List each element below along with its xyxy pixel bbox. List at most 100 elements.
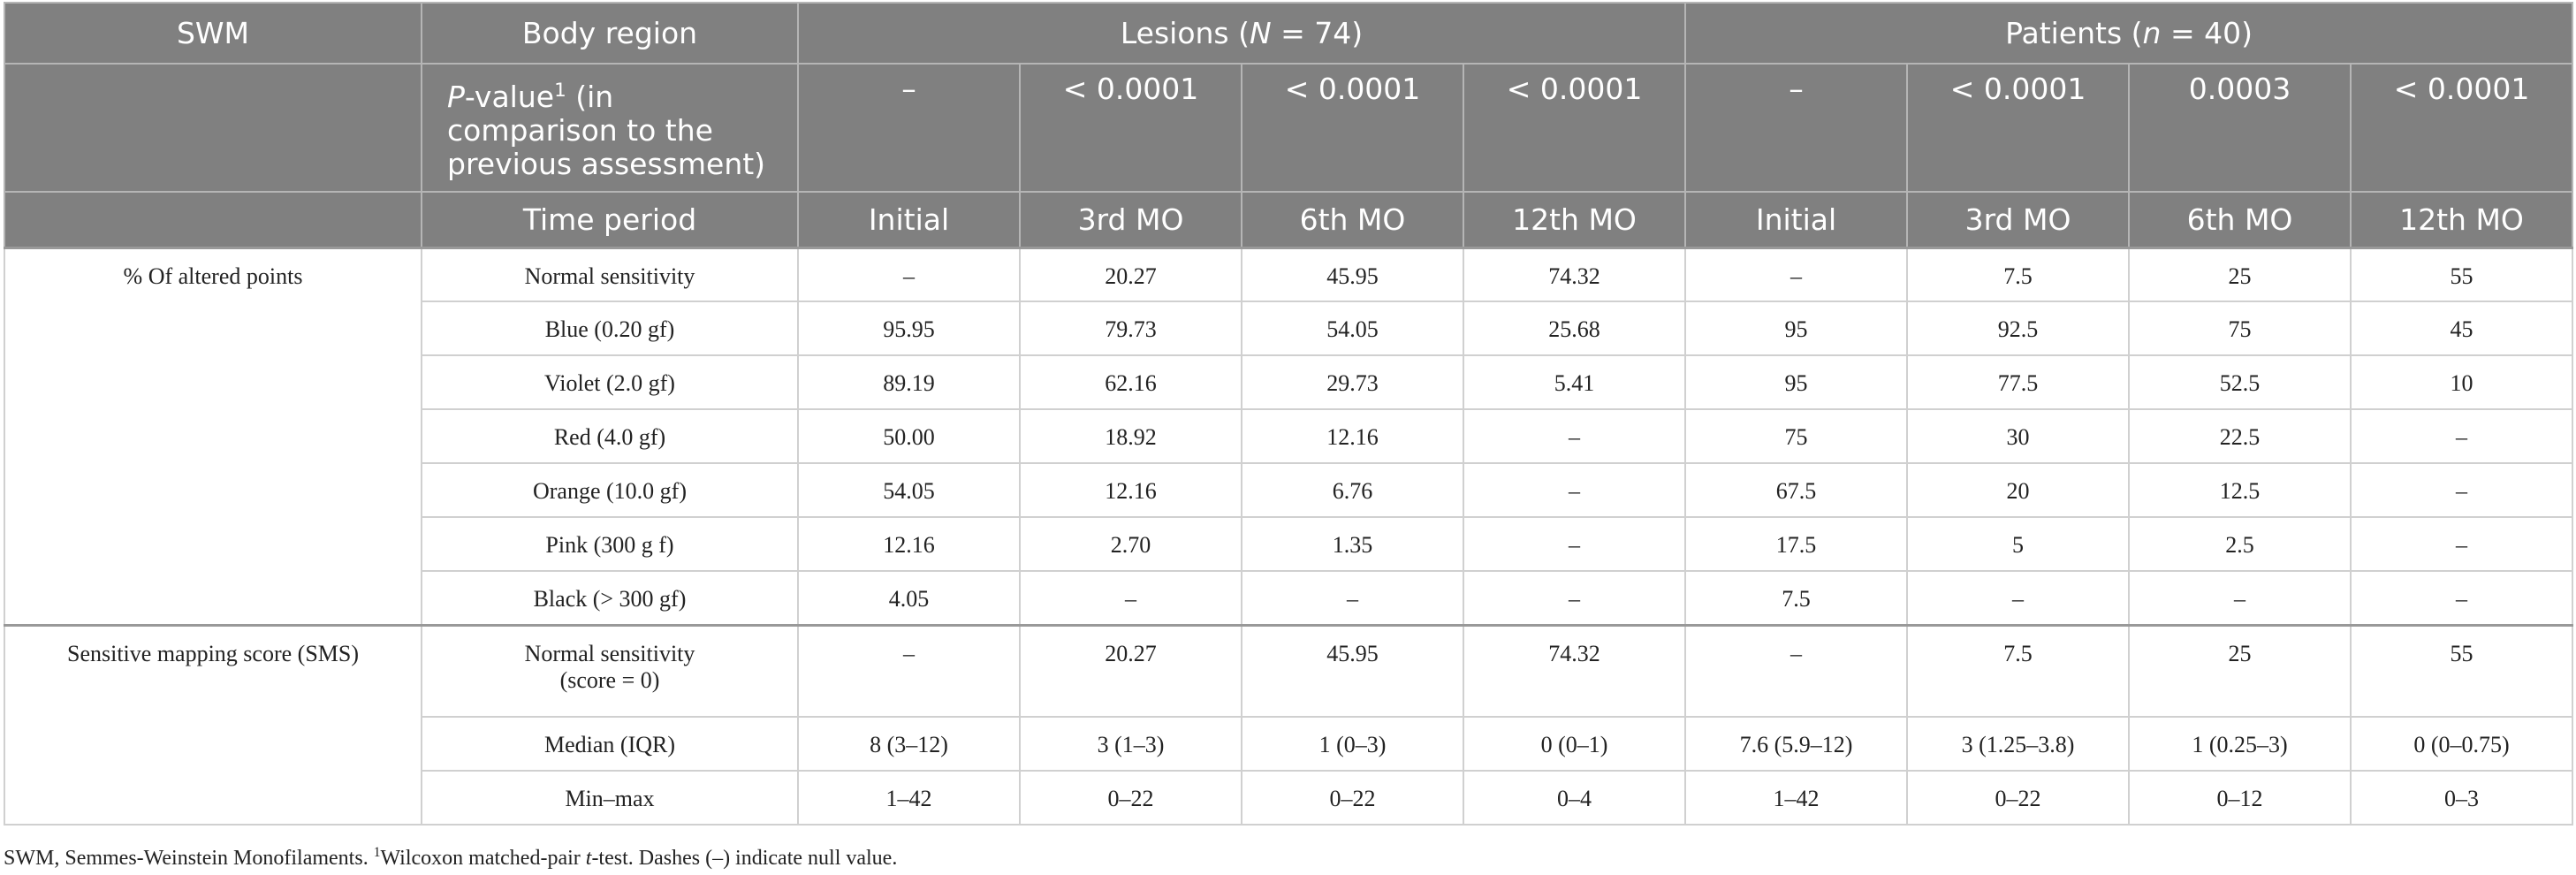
- value-cell: 52.5: [2128, 354, 2352, 410]
- data-row: Red (4.0 gf) 50.00 18.92 12.16–75 30 22.5–: [4, 408, 2574, 464]
- p-value: < 0.0001: [1462, 63, 1687, 193]
- header-cell: Body region: [421, 2, 799, 65]
- text-part: 1: [554, 80, 566, 102]
- value-cell: 25: [2128, 246, 2352, 302]
- value-cell: 7.6 (5.9–12): [1684, 716, 1909, 772]
- region-label: Pink (300 g f): [545, 532, 674, 558]
- value-cell: 0–12: [2128, 770, 2352, 826]
- value-cell: 95.95: [797, 301, 1021, 356]
- value-cell: 5: [1906, 516, 2131, 572]
- text-part: P: [447, 80, 465, 114]
- value-cell: 3 (1.25–3.8): [1906, 716, 2131, 772]
- region-label: Blue (0.20 gf): [544, 316, 675, 342]
- group-label: Sensitive mapping score (SMS): [4, 623, 422, 826]
- value-cell: 62.16: [1019, 354, 1242, 410]
- table-body: % Of altered points Normal sensitivity –20…: [4, 246, 2574, 826]
- value-cell: 67.5: [1684, 462, 1909, 518]
- value-cell: –: [797, 246, 1021, 302]
- group-label: % Of altered points: [4, 246, 422, 626]
- data-row: Black (> 300 gf) 4.05– – –7.5– – –: [4, 570, 2574, 626]
- footnote: SWM, Semmes-Weinstein Monofilaments. 1Wi…: [4, 845, 897, 871]
- header-cell: Time period: [421, 191, 799, 248]
- text-part: Patients (: [2005, 16, 2143, 50]
- value-cell: 1 (0–3): [1241, 716, 1464, 772]
- value-cell: 0 (0–1): [1462, 716, 1687, 772]
- text-part: (in comparison to the previous assessmen…: [447, 80, 766, 181]
- period: Initial: [1684, 191, 1909, 248]
- region: Min–max: [421, 770, 799, 826]
- region-label: Min–max: [565, 786, 655, 811]
- region-label: Red (4.0 gf): [553, 424, 666, 450]
- region: Violet (2.0 gf): [421, 354, 799, 410]
- p-value: < 0.0001: [1906, 63, 2131, 193]
- value-cell: 89.19: [797, 354, 1021, 410]
- value-cell: 1.35: [1241, 516, 1464, 572]
- value-cell: 6.76: [1241, 462, 1464, 518]
- header-row: Time period Initial 3rd MO 6th MO 12th MO Ini…: [4, 191, 2574, 248]
- value-cell: 0–3: [2350, 770, 2574, 826]
- value-cell: 3 (1–3): [1019, 716, 1242, 772]
- value-cell: 0–22: [1906, 770, 2131, 826]
- region-label: Black (> 300 gf): [533, 586, 687, 612]
- value-cell: –: [2350, 516, 2574, 572]
- value-cell: 0–22: [1241, 770, 1464, 826]
- region: Median (IQR): [421, 716, 799, 772]
- p-value: < 0.0001: [1019, 63, 1242, 193]
- value-cell: 2.70: [1019, 516, 1242, 572]
- period: 6th MO: [1241, 191, 1464, 248]
- value-cell: 75: [1684, 408, 1909, 464]
- value-cell: –: [1462, 516, 1687, 572]
- header-row: SWM Body region Lesions (N = 74) Patients (…: [4, 2, 2574, 65]
- value-cell: 50.00: [797, 408, 1021, 464]
- value-cell: 30: [1906, 408, 2131, 464]
- value-cell: 20: [1906, 462, 2131, 518]
- region: Orange (10.0 gf): [421, 462, 799, 518]
- value-cell: 54.05: [797, 462, 1021, 518]
- value-cell: 12.16: [797, 516, 1021, 572]
- value-cell: 18.92: [1019, 408, 1242, 464]
- data-row: Blue (0.20 gf) 95.95 79.73 54.05 25.68 95 92.5…: [4, 301, 2574, 356]
- value-cell: 92.5: [1906, 301, 2131, 356]
- value-cell: 1 (0.25–3): [2128, 716, 2352, 772]
- period: 3rd MO: [1906, 191, 2131, 248]
- period: 3rd MO: [1019, 191, 1242, 248]
- text-part: = 74): [1271, 16, 1364, 50]
- value-cell: –: [797, 623, 1021, 718]
- region-label: Orange (10.0 gf): [533, 478, 687, 504]
- value-cell: 1–42: [797, 770, 1021, 826]
- value-cell: 17.5: [1684, 516, 1909, 572]
- header-cell: P-value1 (in comparison to the previous …: [421, 63, 799, 193]
- region: Red (4.0 gf): [421, 408, 799, 464]
- period: 12th MO: [2350, 191, 2574, 248]
- value-cell: –: [2128, 570, 2352, 626]
- text-part: n: [2142, 16, 2162, 50]
- value-cell: 12.16: [1241, 408, 1464, 464]
- region-label: Median (IQR): [543, 732, 675, 757]
- p-value: –: [1684, 63, 1909, 193]
- text-part: -test. Dashes (–) indicate null value.: [591, 847, 898, 870]
- value-cell: 5.41: [1462, 354, 1687, 410]
- value-cell: –: [1462, 462, 1687, 518]
- p-value: < 0.0001: [2350, 63, 2574, 193]
- value-cell: –: [1462, 570, 1687, 626]
- header-cell: SWM: [4, 2, 422, 65]
- region: Normal sensitivity: [421, 246, 799, 302]
- text-part: Wilcoxon matched-pair: [380, 847, 586, 870]
- region: Black (> 300 gf): [421, 570, 799, 626]
- period: Initial: [797, 191, 1021, 248]
- value-cell: 74.32: [1462, 246, 1687, 302]
- value-cell: 0–22: [1019, 770, 1242, 826]
- value-cell: 2.5: [2128, 516, 2352, 572]
- value-cell: 12.16: [1019, 462, 1242, 518]
- value-cell: –: [2350, 408, 2574, 464]
- region-label: Normal sensitivity: [524, 262, 695, 289]
- value-cell: 20.27: [1019, 623, 1242, 718]
- value-cell: 20.27: [1019, 246, 1242, 302]
- value-cell: 0 (0–0.75): [2350, 716, 2574, 772]
- value-cell: 8 (3–12): [797, 716, 1021, 772]
- data-row: Violet (2.0 gf) 89.19 62.16 29.73 5.41 95 77.5…: [4, 354, 2574, 410]
- text-part: -value: [464, 80, 555, 114]
- value-cell: 74.32: [1462, 623, 1687, 718]
- value-cell: 45.95: [1241, 623, 1464, 718]
